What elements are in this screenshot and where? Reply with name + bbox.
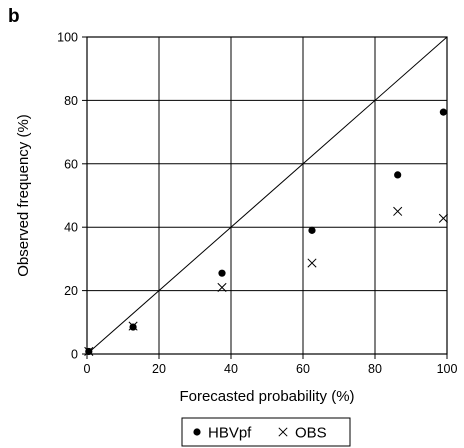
obs-point <box>438 213 448 223</box>
hbvpf-point <box>308 226 316 234</box>
legend-items: HBVpf OBS <box>193 425 327 442</box>
plot-frame <box>86 36 448 355</box>
data-marks <box>84 108 448 357</box>
x-tick-label: 100 <box>437 362 458 376</box>
hbvpf-point <box>394 171 402 179</box>
x-tick-label: 80 <box>368 362 382 376</box>
x-tick-label: 40 <box>224 362 238 376</box>
x-axis-title: Forecasted probability (%) <box>179 388 354 405</box>
obs-point <box>307 258 317 268</box>
hbvpf-point <box>129 323 137 331</box>
axis-ticks: 0 20 40 60 80 100 0 20 40 60 80 100 <box>57 31 457 377</box>
y-tick-label: 20 <box>64 284 78 298</box>
y-tick-label: 80 <box>64 94 78 108</box>
legend-marker-obs <box>278 427 288 437</box>
panel-label: b <box>8 6 20 27</box>
legend-marker-hbvpf <box>193 428 201 436</box>
obs-point <box>393 206 403 216</box>
obs-point <box>217 282 227 292</box>
obs-point <box>128 321 138 331</box>
y-tick-label: 0 <box>71 348 78 362</box>
y-tick-label: 100 <box>57 31 78 45</box>
y-axis-title: Observed frequency (%) <box>15 114 32 277</box>
hbvpf-point <box>439 108 447 116</box>
legend-box <box>181 417 351 447</box>
legend-label-obs: OBS <box>295 425 327 442</box>
hbvpf-point <box>218 269 226 277</box>
x-tick-label: 60 <box>296 362 310 376</box>
y-tick-label: 60 <box>64 157 78 171</box>
x-tick-label: 0 <box>84 362 91 376</box>
legend-label-hbvpf: HBVpf <box>208 425 252 442</box>
legend: HBVpf OBS <box>181 417 351 447</box>
grid-lines <box>87 37 447 354</box>
diagonal-reference-line <box>86 36 448 355</box>
y-tick-label: 40 <box>64 221 78 235</box>
x-tick-label: 20 <box>152 362 166 376</box>
